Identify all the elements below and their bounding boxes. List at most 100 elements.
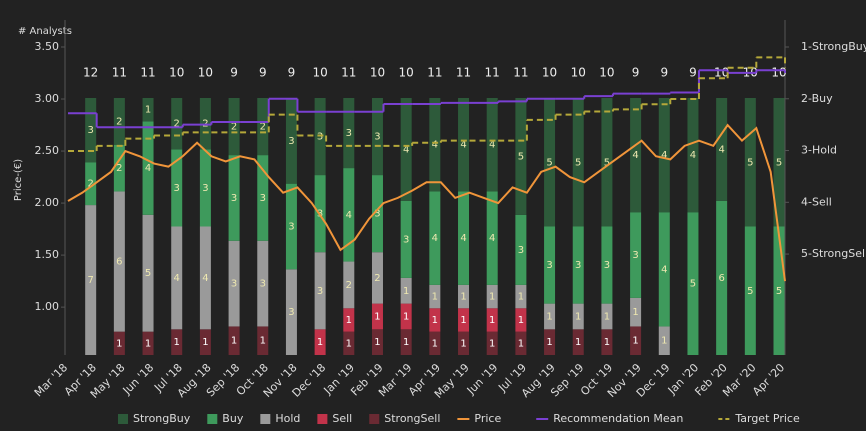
segment-label: 6 [116, 257, 122, 268]
segment-label: 1 [518, 338, 524, 349]
bar-segment [113, 331, 125, 355]
total-label: 11 [513, 66, 528, 80]
segment-label: 2 [87, 179, 93, 190]
segment-label: 1 [432, 338, 438, 349]
segment-label: 5 [690, 279, 696, 290]
bar-segment [429, 308, 441, 332]
bar-segment [257, 240, 269, 327]
bar-segment [142, 214, 154, 332]
total-label: 10 [714, 66, 729, 80]
bar-segment [773, 98, 785, 227]
bar-segment [458, 191, 470, 285]
y2-tick-label: 1-StrongBuy [801, 40, 866, 53]
bar-segment [630, 326, 642, 355]
segment-label: 1 [489, 315, 495, 326]
bar-segment [343, 98, 355, 169]
bar-segment [544, 329, 556, 355]
total-label: 10 [169, 66, 184, 80]
segment-label: 3 [288, 222, 294, 233]
segment-label: 3 [518, 245, 524, 256]
segment-label: 1 [604, 337, 610, 348]
bar-segment [515, 284, 527, 309]
bar-segment [630, 212, 642, 298]
bar-segment [515, 308, 527, 332]
segment-label: 4 [202, 273, 208, 284]
segment-label: 3 [288, 136, 294, 147]
bar-segment [601, 303, 613, 330]
total-label: 10 [198, 66, 213, 80]
bar-segment [257, 326, 269, 355]
segment-label: 1 [317, 337, 323, 348]
bar-segment [85, 98, 97, 163]
legend-label: Recommendation Mean [553, 412, 683, 425]
legend-label: Price [474, 412, 501, 425]
segment-label: 4 [346, 210, 352, 221]
bar-segment [85, 205, 97, 355]
y2-tick-label: 5-StrongSell [801, 247, 866, 260]
segment-label: 4 [460, 140, 466, 151]
segment-label: 5 [575, 157, 581, 168]
segment-label: 1 [460, 315, 466, 326]
segment-label: 1 [346, 338, 352, 349]
segment-label: 1 [116, 338, 122, 349]
legend-swatch [260, 414, 271, 424]
segment-label: 2 [231, 122, 237, 133]
bar-segment [458, 308, 470, 332]
bar-segment [371, 252, 383, 304]
x-tick-label: Mar '18 [32, 361, 70, 399]
segment-label: 1 [202, 337, 208, 348]
y2-tick-label: 3-Hold [801, 144, 837, 157]
segment-label: 1 [546, 337, 552, 348]
segment-label: 3 [575, 260, 581, 271]
segment-label: 1 [489, 292, 495, 303]
segment-label: 5 [747, 157, 753, 168]
bar-segment [630, 98, 642, 213]
x-tick-label: Apr '20 [750, 361, 787, 398]
bar-segment [199, 149, 211, 227]
y-tick-label: 2.00 [35, 196, 60, 209]
y-axis-label: Price-(€) [13, 159, 24, 201]
bar-segment [515, 98, 527, 215]
segment-label: 1 [346, 315, 352, 326]
bar-segment [314, 329, 326, 355]
segment-label: 5 [546, 157, 552, 168]
segment-label: 1 [489, 338, 495, 349]
bar-segment [716, 200, 728, 355]
total-label: 10 [771, 66, 786, 80]
bar-segment [171, 98, 183, 150]
y-tick-label: 3.50 [35, 40, 60, 53]
segment-label: 1 [546, 311, 552, 322]
bar-segment [285, 98, 297, 184]
segment-label: 1 [231, 336, 237, 347]
bar-segment [658, 326, 670, 355]
segment-label: 6 [718, 273, 724, 284]
total-label: 9 [259, 66, 267, 80]
bar-segment [199, 329, 211, 355]
segment-label: 7 [87, 275, 93, 286]
segment-label: 4 [403, 144, 409, 155]
total-label: 11 [485, 66, 500, 80]
total-label: 11 [456, 66, 471, 80]
bar-segment [142, 98, 154, 122]
segment-label: 4 [718, 144, 724, 155]
total-label: 9 [288, 66, 296, 80]
total-label: 11 [427, 66, 442, 80]
bar-segment [486, 308, 498, 332]
segment-label: 3 [374, 209, 380, 220]
bar-segment [572, 98, 584, 227]
bar-segment [113, 144, 125, 192]
segment-label: 1 [145, 338, 151, 349]
bar-segment [458, 98, 470, 192]
legend-label: Buy [222, 412, 244, 425]
bar-segment [85, 162, 97, 206]
legend-label: Target Price [734, 412, 800, 425]
bar-segment [285, 269, 297, 355]
bar-segment [687, 98, 699, 213]
bar-segment [228, 326, 240, 355]
segment-label: 4 [661, 264, 667, 275]
bar-segment [630, 297, 642, 327]
bar-segment [371, 303, 383, 330]
bar-segment [687, 212, 699, 355]
segment-label: 1 [374, 337, 380, 348]
segment-label: 1 [632, 307, 638, 318]
